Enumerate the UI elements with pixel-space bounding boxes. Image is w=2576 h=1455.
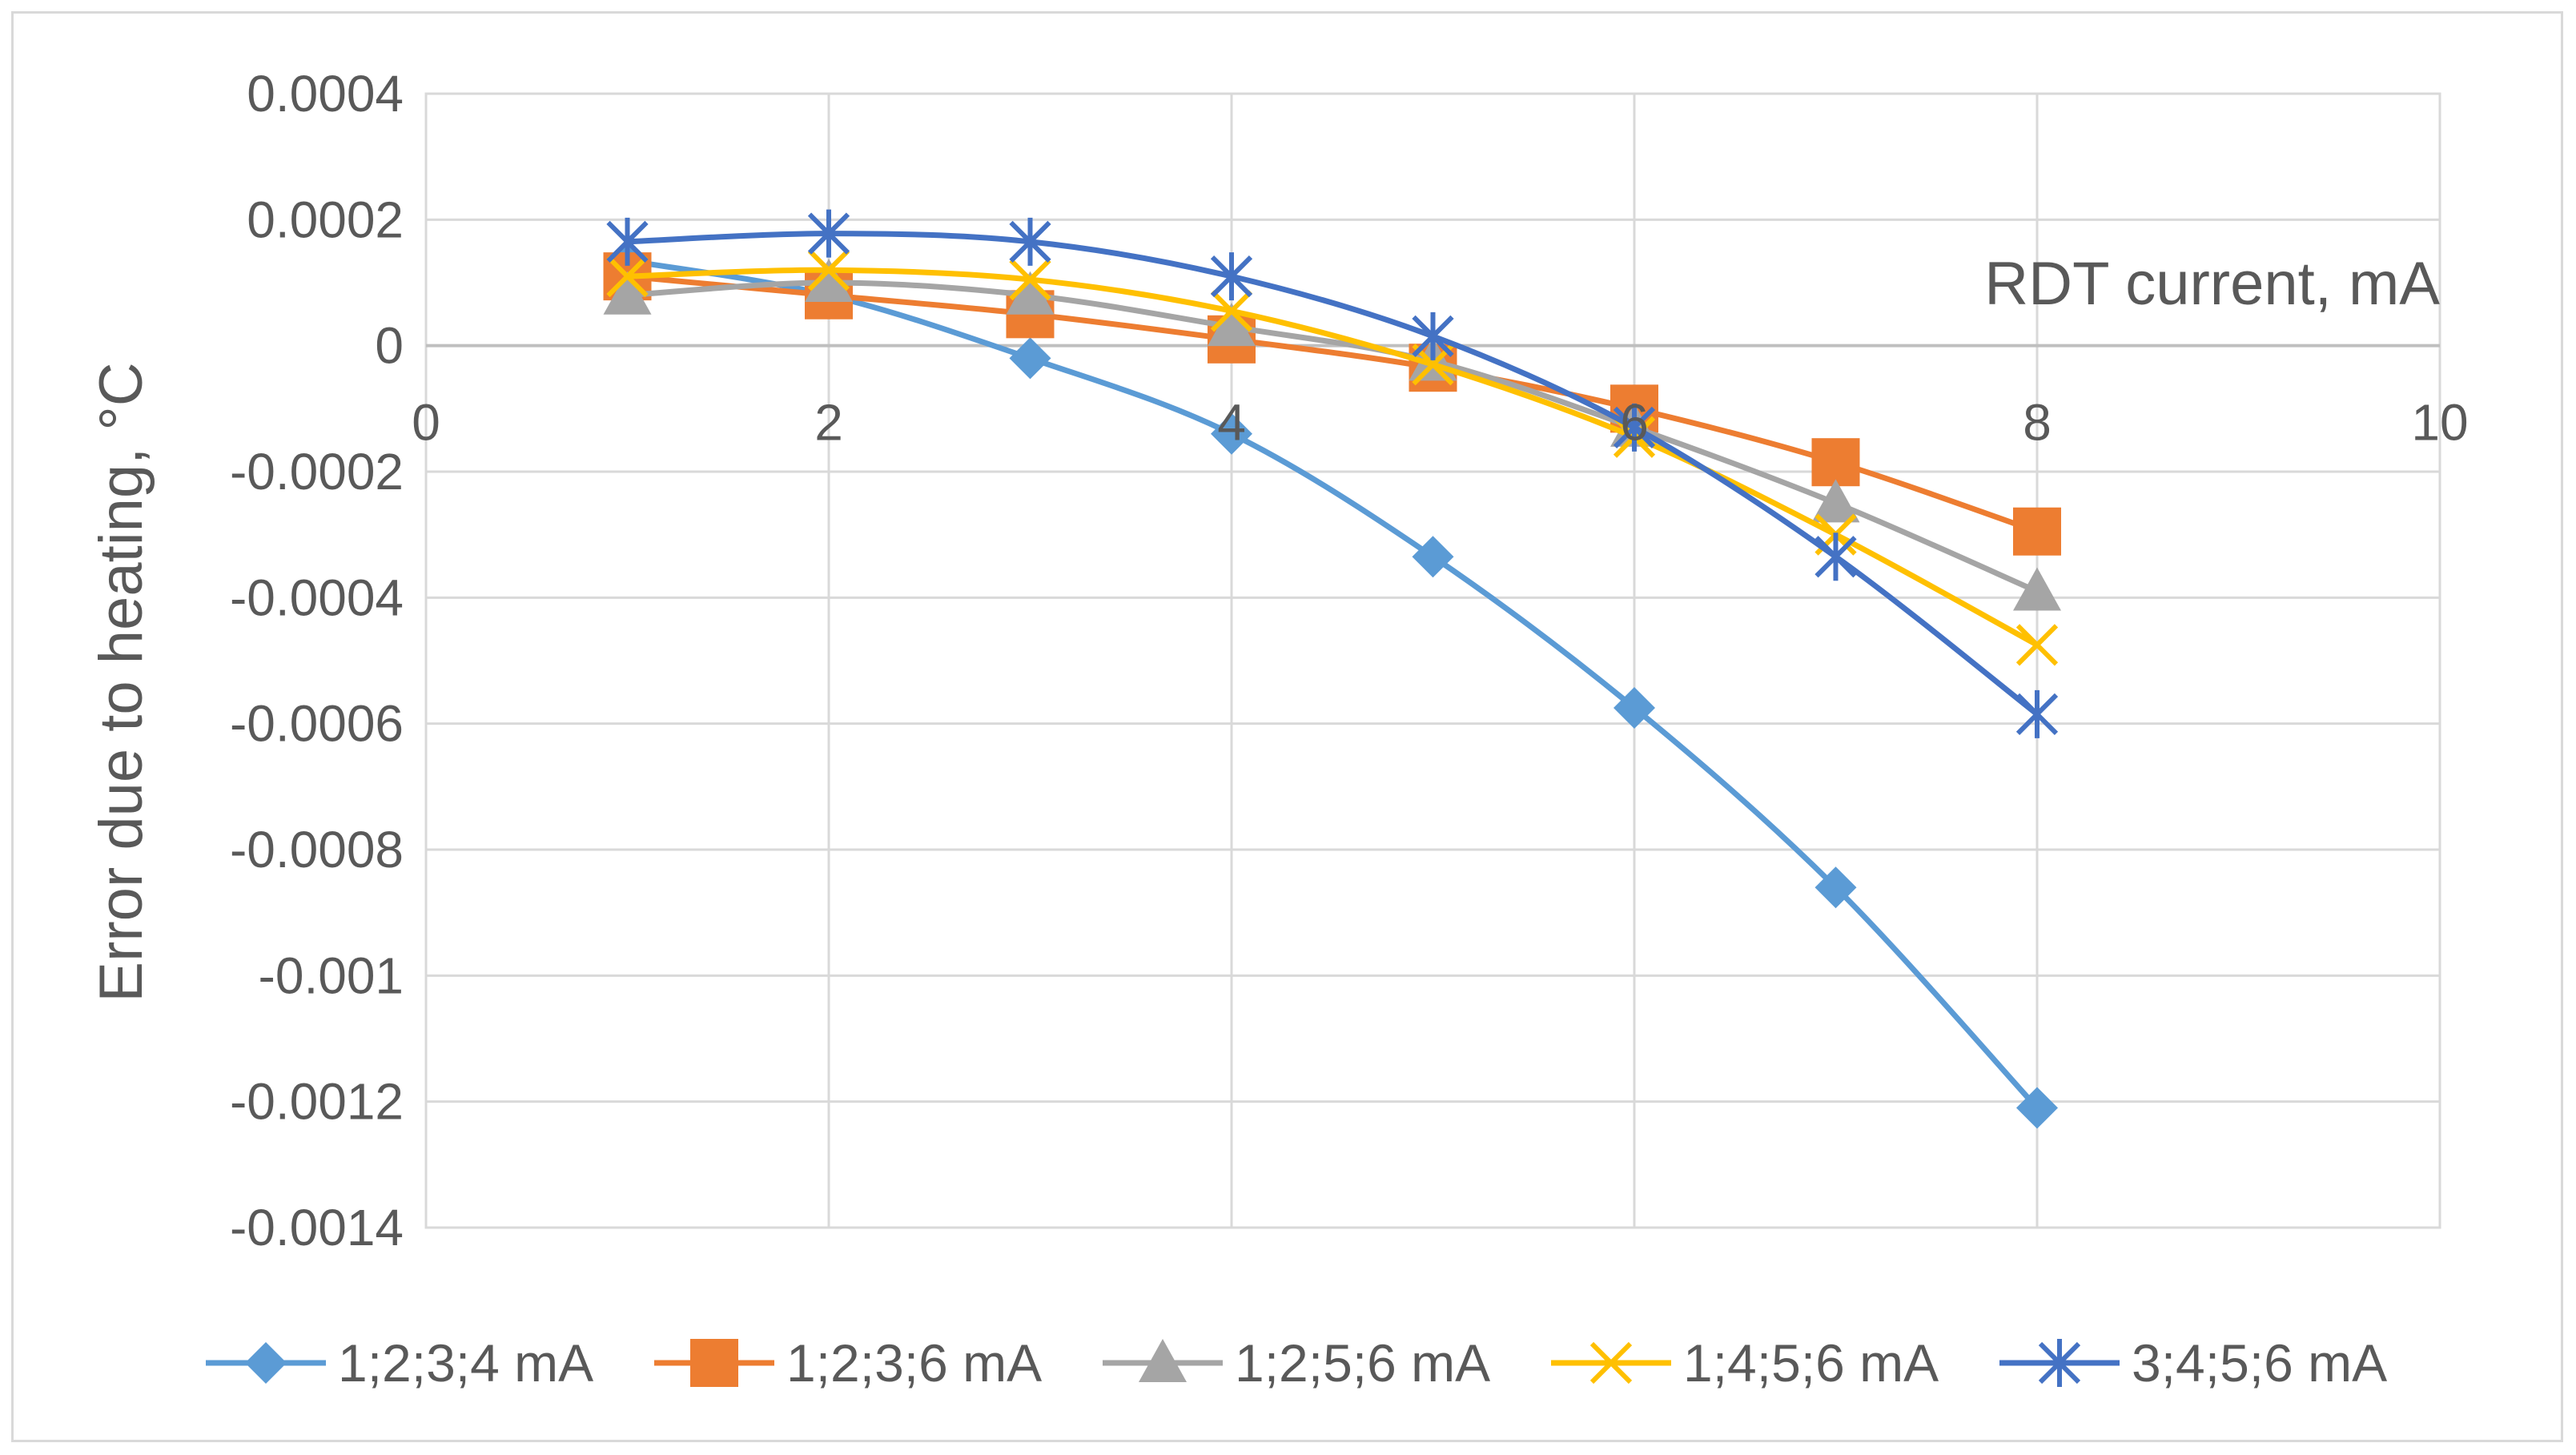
data-point (1210, 252, 1253, 301)
legend-item: 1;2;3;6 mA (654, 1333, 1042, 1393)
series-line (625, 267, 2040, 648)
data-point (2016, 1087, 2058, 1129)
y-axis-title: Error due to heating, °C (87, 362, 155, 1002)
legend-label: 1;4;5;6 mA (1683, 1333, 1939, 1393)
data-point (1009, 258, 1051, 301)
legend-label: 3;4;5;6 mA (2132, 1333, 2387, 1393)
x-tick-label: 4 (1217, 394, 1246, 452)
x-tick-label: 6 (1620, 394, 1649, 452)
data-point (1814, 533, 1857, 581)
x-axis-title: RDT current, mA (1984, 250, 2440, 318)
data-point (1811, 479, 1860, 523)
x-tick-label: 8 (2023, 394, 2052, 452)
data-point (1613, 403, 1656, 452)
data-point (807, 249, 850, 291)
legend-item: 1;4;5;6 mA (1551, 1333, 1939, 1393)
tick-labels: 0.00040.00020-0.0002-0.0004-0.0006-0.000… (230, 65, 2469, 1256)
data-point (1006, 271, 1055, 315)
data-point (1009, 337, 1051, 380)
data-point (2015, 624, 2059, 666)
data-point (807, 209, 850, 258)
data-point (2015, 689, 2059, 738)
data-point (1814, 866, 1857, 909)
series-line (625, 257, 2040, 1111)
series-layer (603, 209, 2061, 1129)
legend-item: 1;2;3;4 mA (206, 1333, 593, 1393)
data-point (2013, 507, 2061, 556)
legend-marker (1139, 1339, 1187, 1382)
legend-item: 3;4;5;6 mA (1999, 1333, 2387, 1393)
chart-frame: 0.0004 0.0002 0 -0.0002 -0.0004 -0.0006 -0.000… (11, 11, 2563, 1442)
legend-marker (1589, 1341, 1633, 1385)
legend-item: 1;2;5;6 mA (1103, 1333, 1490, 1393)
y-tick-label: -0.0008 (230, 821, 404, 878)
data-point (1412, 311, 1454, 360)
data-point (606, 217, 649, 266)
series-line (625, 279, 2040, 594)
y-tick-label: -0.0004 (230, 569, 404, 626)
y-tick-label: 0.0004 (247, 65, 404, 123)
y-tick-label: 0 (375, 317, 404, 375)
data-point (1211, 412, 1252, 455)
x-tick-label: 10 (2411, 394, 2468, 452)
series-1 (606, 239, 2058, 1129)
legend-label: 1;2;5;6 mA (1235, 1333, 1490, 1393)
data-point (606, 255, 649, 298)
data-point (603, 271, 652, 315)
legend-marker (690, 1339, 738, 1387)
line-chart: 0.00040.00020-0.0002-0.0004-0.0006-0.000… (87, 65, 2469, 1393)
x-tick-label: 2 (814, 394, 843, 452)
data-point (805, 259, 853, 302)
y-tick-label: -0.001 (259, 947, 404, 1004)
data-point (1208, 303, 1256, 347)
x-tick-label: 0 (412, 394, 440, 452)
y-tick-label: -0.0006 (230, 695, 404, 753)
legend: 1;2;3;4 mA 1;2;3;6 mA 1;2;5;6 mA 1;4;5;6 mA… (206, 1333, 2387, 1393)
y-tick-label: -0.0012 (230, 1073, 404, 1131)
data-point (1009, 217, 1051, 266)
series-5 (606, 209, 2059, 738)
data-point (1412, 536, 1454, 578)
y-tick-label: 0.0002 (247, 191, 404, 248)
data-point (1811, 438, 1860, 487)
data-point (1614, 687, 1655, 729)
y-tick-label: -0.0014 (230, 1199, 404, 1256)
legend-marker (245, 1342, 287, 1384)
data-point (2013, 567, 2061, 611)
data-point (1210, 290, 1253, 332)
legend-label: 1;2;3;4 mA (338, 1333, 593, 1393)
y-tick-label: -0.0002 (230, 443, 404, 500)
legend-label: 1;2;3;6 mA (786, 1333, 1042, 1393)
legend-marker (2038, 1339, 2081, 1387)
